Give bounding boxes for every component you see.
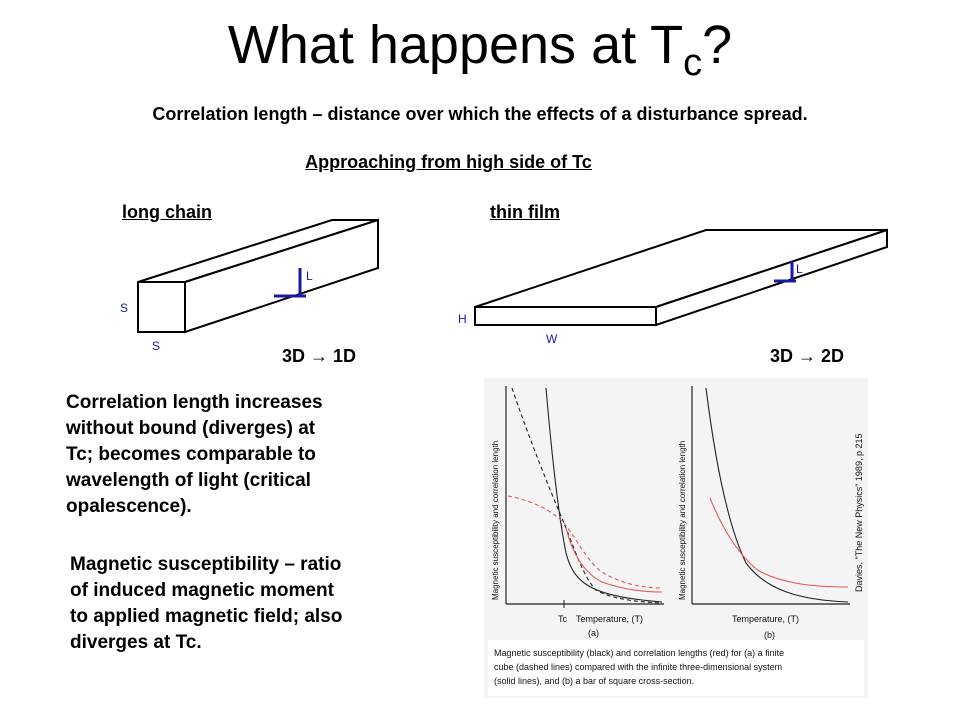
figure-source: Davies, "The New Physics" 1989, p 215 — [854, 434, 864, 592]
page-title: What happens at Tc? — [0, 14, 960, 94]
panel-a-ylabel: Magnetic susceptibility and correlation … — [491, 441, 500, 600]
thin-film-height-label: H — [458, 312, 467, 326]
long-chain-axis-label: L — [306, 269, 313, 283]
panel-b-plot: Magnetic susceptibility and correlation … — [678, 386, 850, 640]
paragraph-1-line: wavelength of light (critical — [66, 470, 311, 491]
figure-caption-line: (solid lines), and (b) a bar of square c… — [494, 676, 694, 686]
panel-b-label: (b) — [764, 630, 775, 640]
figure-caption-line: cube (dashed lines) compared with the in… — [494, 662, 782, 672]
thin-film-width-label: W — [546, 332, 558, 346]
paragraph-2-line: to applied magnetic field; also — [70, 606, 343, 627]
definition-text: Correlation length – distance over which… — [152, 104, 808, 124]
paragraph-correlation: Correlation length increases without bou… — [66, 390, 406, 520]
title-subscript: c — [683, 42, 703, 84]
long-chain-side-label-1: S — [120, 301, 128, 315]
paragraph-susceptibility: Magnetic susceptibility – ratio of induc… — [70, 552, 430, 656]
long-chain-diagram: L S S — [120, 218, 379, 353]
panel-b-xlabel: Temperature, (T) — [732, 614, 799, 624]
paragraph-1-line: Correlation length increases — [66, 392, 323, 413]
paragraph-1-line: without bound (diverges) at — [66, 418, 316, 439]
long-chain-dimension: 3D → 1D — [282, 346, 357, 366]
paragraph-2-line: diverges at Tc. — [70, 632, 202, 653]
title-suffix: ? — [702, 15, 733, 75]
long-chain-label: long chain — [122, 202, 212, 222]
paragraph-1-line: Tc; becomes comparable to — [66, 444, 316, 465]
paragraph-1-line: opalescence). — [66, 496, 192, 517]
subheading: Approaching from high side of Tc — [305, 152, 592, 172]
panel-a-plot: Magnetic susceptibility and correlation … — [491, 386, 664, 638]
panel-b-ylabel: Magnetic susceptibility and correlation … — [678, 441, 687, 600]
figure-caption-line: Magnetic susceptibility (black) and corr… — [494, 648, 784, 658]
panel-a-label: (a) — [588, 628, 599, 638]
thin-film-dimension: 3D → 2D — [770, 346, 845, 366]
thin-film-label: thin film — [490, 202, 560, 222]
thin-film-axis-label: L — [796, 262, 803, 276]
paragraph-2-line: Magnetic susceptibility – ratio — [70, 554, 342, 575]
long-chain-side-label-2: S — [152, 339, 160, 353]
title-main: What happens at T — [227, 15, 684, 75]
tc-label: Tc — [558, 614, 568, 624]
susceptibility-figure: Magnetic susceptibility and correlation … — [484, 378, 868, 698]
panel-a-xlabel: Temperature, (T) — [576, 614, 643, 624]
thin-film-diagram: L H W — [458, 228, 888, 346]
paragraph-2-line: of induced magnetic moment — [70, 580, 334, 601]
